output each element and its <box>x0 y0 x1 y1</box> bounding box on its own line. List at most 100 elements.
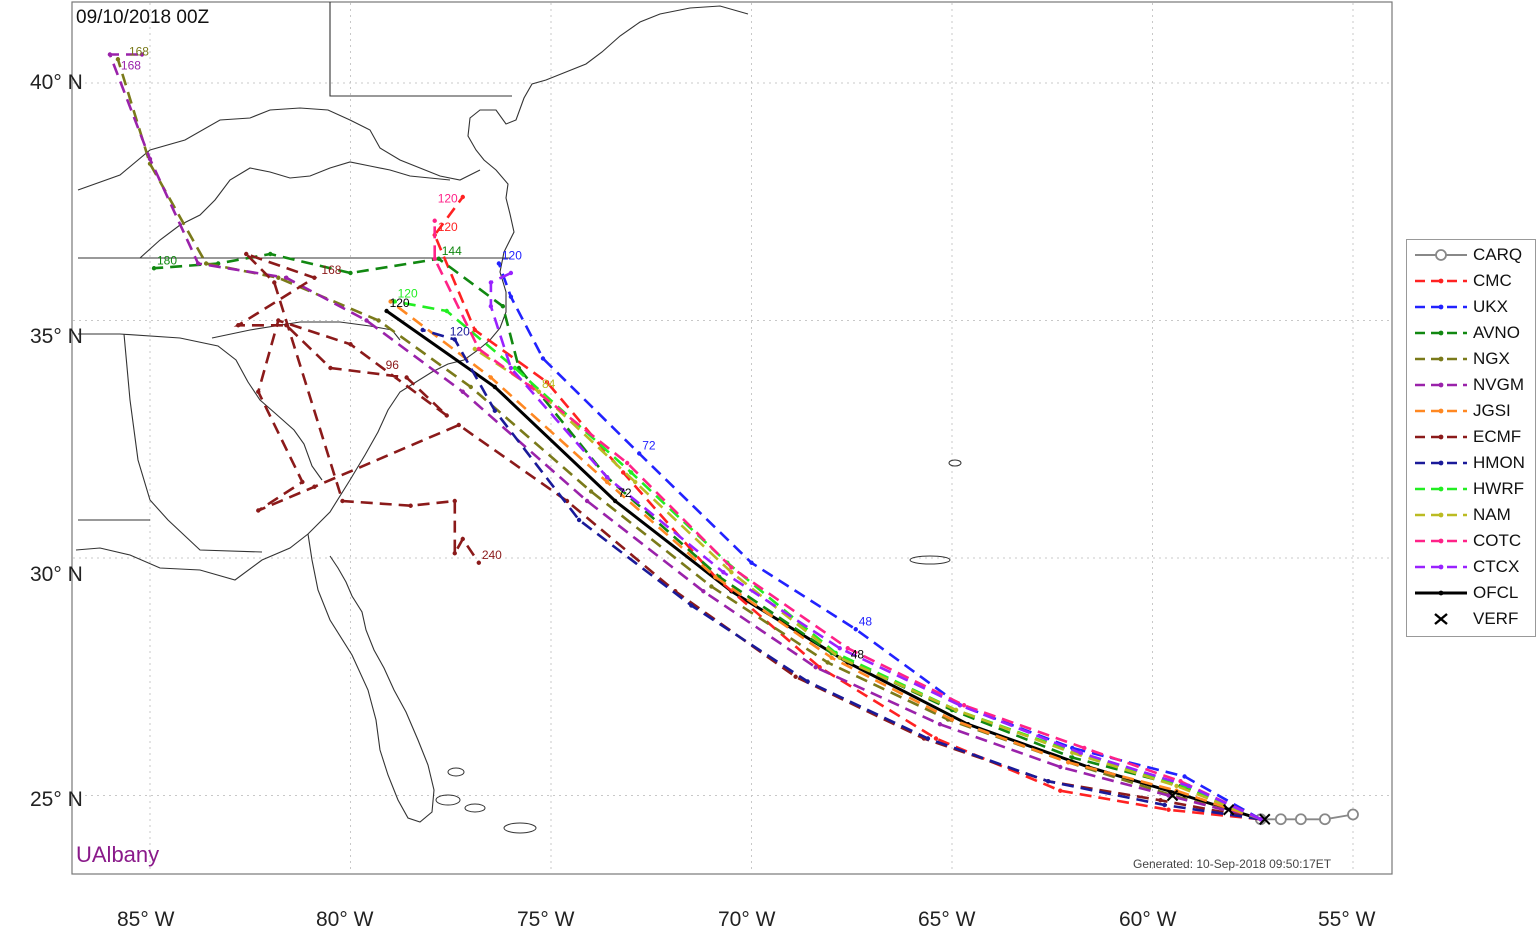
track-point <box>147 156 153 162</box>
forecast-hour-label: 72 <box>618 486 632 500</box>
track-point <box>1166 793 1171 798</box>
lon-label-85: 85° W <box>117 908 175 931</box>
legend-marker <box>1438 590 1444 596</box>
legend-item-ecmf: ECMF <box>1407 424 1535 450</box>
track-point <box>721 570 726 575</box>
lon-label-55: 55° W <box>1318 908 1376 931</box>
legend-label: CTCX <box>1473 557 1520 576</box>
legend-swatch <box>1415 356 1467 362</box>
track-point <box>813 665 818 670</box>
track-point <box>837 646 842 651</box>
forecast-hour-labels: 4872120120487212014418016816896168240120… <box>121 44 873 661</box>
forecast-hour-label: 168 <box>129 44 149 58</box>
legend-swatch <box>1415 330 1467 336</box>
forecast-hour-label: 168 <box>121 59 141 73</box>
track-point <box>588 489 594 494</box>
legend-label: VERF <box>1473 609 1519 628</box>
track-point <box>508 270 514 276</box>
track-point <box>436 256 441 261</box>
track-point <box>388 299 393 304</box>
verf-mark <box>1259 813 1271 825</box>
track-point <box>709 584 714 589</box>
legend-label: HWRF <box>1473 479 1524 498</box>
forecast-hour-label: 240 <box>482 548 502 562</box>
track-point <box>961 703 967 708</box>
track-point <box>1058 788 1063 793</box>
track-point <box>1158 798 1163 803</box>
track-point <box>488 304 494 309</box>
track-point <box>925 736 931 741</box>
island-shape <box>447 767 465 777</box>
lat-label-35: 35° N <box>30 325 83 348</box>
legend-marker <box>1438 538 1444 544</box>
legend-swatch <box>1415 590 1467 596</box>
track-point <box>460 536 465 542</box>
track-point <box>845 646 850 651</box>
legend-label: NVGM <box>1473 375 1524 394</box>
coastline-segment <box>123 333 263 553</box>
track-point <box>195 261 201 266</box>
track-point <box>272 280 277 285</box>
track-point <box>404 375 409 380</box>
track-point <box>612 498 618 504</box>
legend-item-ngx: NGX <box>1407 346 1535 372</box>
legend-swatch <box>1415 408 1467 414</box>
track-point <box>1078 750 1083 755</box>
legend-swatch <box>1415 512 1467 518</box>
forecast-hour-label: 48 <box>859 614 873 628</box>
legend-marker <box>1438 382 1444 388</box>
legend-item-verf: VERF <box>1407 606 1535 632</box>
track-point <box>629 470 634 475</box>
coastline-segment <box>78 333 323 481</box>
legend-marker <box>1438 512 1444 518</box>
track-ecmf <box>233 252 1262 821</box>
track-point <box>1058 764 1063 770</box>
legend-swatch <box>1415 486 1467 492</box>
track-point <box>492 408 498 413</box>
track-ukx <box>497 263 1262 821</box>
track-point <box>729 570 734 575</box>
track-point <box>492 384 498 390</box>
legend-marker <box>1438 304 1444 310</box>
legend-marker <box>1438 278 1444 284</box>
island-shape <box>464 803 486 813</box>
legend-swatch <box>1415 249 1467 261</box>
track-point <box>376 318 381 323</box>
legend-item-cotc: COTC <box>1407 528 1535 554</box>
legend-swatch <box>1415 564 1467 570</box>
legend-marker <box>1438 460 1444 466</box>
legend-item-nam: NAM <box>1407 502 1535 528</box>
forecast-hour-label: 96 <box>386 358 400 372</box>
track-point <box>256 389 261 394</box>
forecast-hour-label: 120 <box>438 192 458 206</box>
legend-label: ECMF <box>1473 427 1522 446</box>
track-point <box>829 655 834 660</box>
track-point <box>432 256 437 261</box>
track-point <box>1258 817 1263 822</box>
coastline-segment <box>75 5 749 581</box>
legend-label: CMC <box>1473 271 1512 290</box>
coastline-segment <box>77 107 481 191</box>
track-point <box>937 722 943 727</box>
lon-label-60: 60° W <box>1119 908 1177 931</box>
track-point <box>701 589 706 594</box>
track-point <box>444 308 449 314</box>
track-point <box>268 251 273 257</box>
track-point <box>476 346 482 352</box>
track-point <box>1066 760 1071 765</box>
track-point <box>115 57 121 62</box>
track-point <box>488 280 494 285</box>
track-point <box>496 261 502 266</box>
legend-label: HMON <box>1473 453 1525 472</box>
legend-label: COTC <box>1473 531 1522 550</box>
track-point <box>584 498 590 504</box>
track-point <box>472 346 478 352</box>
track-point <box>452 551 457 556</box>
forecast-hour-label: 120 <box>390 296 410 310</box>
track-point <box>244 251 249 257</box>
lon-label-65: 65° W <box>918 908 976 931</box>
track-point <box>933 736 939 741</box>
model-tracks <box>107 52 1359 826</box>
track-point <box>620 470 626 475</box>
forecast-hour-label: 180 <box>157 253 177 267</box>
